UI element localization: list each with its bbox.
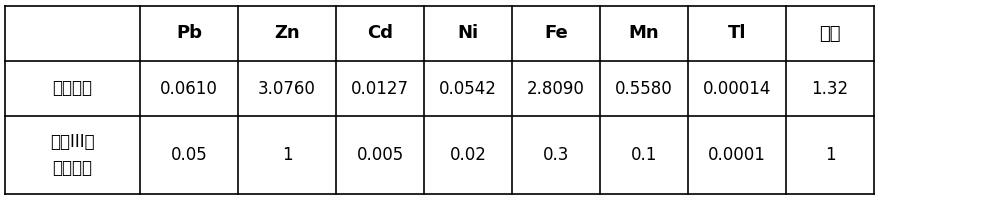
Text: 1: 1	[282, 146, 292, 164]
Text: Tl: Tl	[728, 24, 746, 43]
Text: 1: 1	[825, 146, 835, 164]
Text: Mn: Mn	[629, 24, 659, 43]
Text: 废水成分: 废水成分	[53, 79, 93, 98]
Text: Ni: Ni	[457, 24, 479, 43]
Text: 0.5580: 0.5580	[615, 79, 673, 98]
Text: 0.1: 0.1	[631, 146, 657, 164]
Text: 氨氮: 氨氮	[819, 24, 841, 43]
Text: 3.0760: 3.0760	[258, 79, 316, 98]
Text: Cd: Cd	[367, 24, 393, 43]
Text: 2.8090: 2.8090	[527, 79, 585, 98]
Text: 地表III类
水质标准: 地表III类 水质标准	[50, 133, 95, 177]
Text: 0.0127: 0.0127	[351, 79, 409, 98]
Text: 0.00014: 0.00014	[703, 79, 771, 98]
Text: Pb: Pb	[176, 24, 202, 43]
Text: 0.0542: 0.0542	[439, 79, 497, 98]
Text: 0.005: 0.005	[356, 146, 404, 164]
Text: 1.32: 1.32	[811, 79, 849, 98]
Text: Zn: Zn	[274, 24, 300, 43]
Text: 0.0610: 0.0610	[160, 79, 218, 98]
Text: 0.02: 0.02	[450, 146, 486, 164]
Text: 0.0001: 0.0001	[708, 146, 766, 164]
Text: 0.3: 0.3	[543, 146, 569, 164]
Text: 0.05: 0.05	[171, 146, 207, 164]
Text: Fe: Fe	[544, 24, 568, 43]
